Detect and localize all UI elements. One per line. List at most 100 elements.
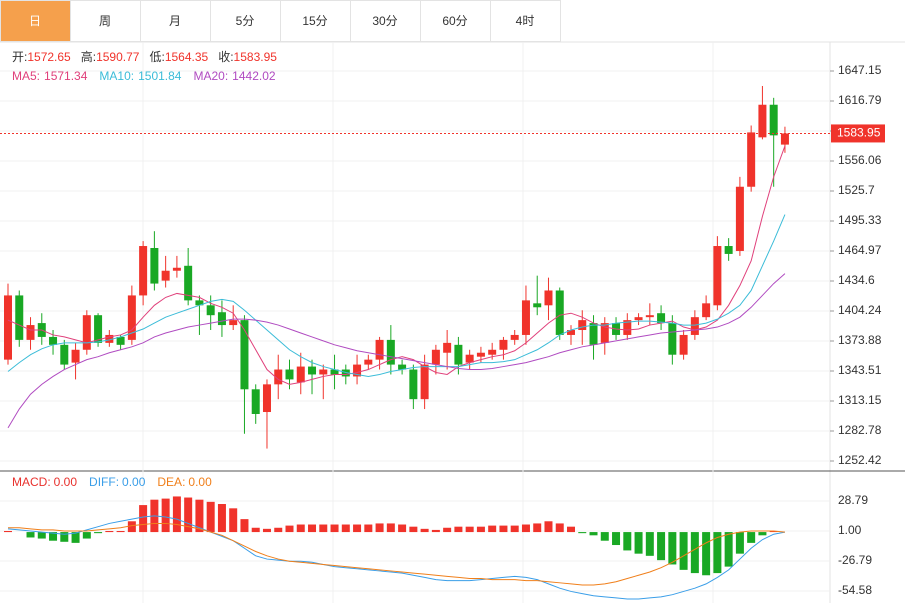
macd-bar (578, 532, 587, 534)
candle-body (353, 364, 362, 377)
candle-body (555, 290, 564, 335)
candle-body (4, 295, 12, 360)
tab[interactable] (420, 0, 491, 42)
legend-name: MA5: (12, 69, 40, 83)
macd-bar (60, 532, 69, 542)
candle-body (510, 334, 519, 340)
macd-bar (82, 532, 91, 539)
macd-bar (94, 532, 103, 534)
tab[interactable] (0, 0, 71, 42)
candle-body (364, 359, 373, 365)
macd-bar (488, 525, 497, 533)
macd-bar (431, 529, 440, 533)
macd-line (7, 515, 786, 600)
candle-body (49, 336, 58, 345)
candle-body (71, 349, 80, 363)
macd-bar (206, 501, 215, 533)
macd-bar (386, 523, 395, 533)
candle-body (724, 246, 733, 254)
candle-body (398, 364, 407, 370)
tab[interactable] (210, 0, 281, 42)
y-tick-label: 1282.78 (838, 423, 882, 437)
candle-body (105, 334, 114, 343)
candle-body (465, 354, 474, 363)
macd-bar (105, 530, 114, 533)
macd-bar (195, 499, 204, 533)
y-tick-label: 1495.33 (838, 213, 882, 227)
candle-body (386, 339, 395, 365)
macd-bar (184, 497, 193, 533)
tab-label[interactable]: 周 (99, 14, 111, 28)
ohlc-value: 1590.77 (96, 50, 140, 64)
macd-bar (341, 524, 350, 533)
ohlc-name: 高: (81, 49, 96, 64)
candle-body (262, 384, 271, 413)
tab-label[interactable]: 4时 (516, 14, 535, 28)
candle-body (476, 352, 485, 357)
candle-body (454, 344, 463, 365)
candle-body (206, 305, 215, 316)
macd-bar (409, 526, 418, 533)
candle-body (375, 339, 384, 360)
candle-body (285, 369, 294, 380)
ohlc-name: 开: (12, 50, 27, 64)
candle-body (690, 317, 699, 335)
legend-value: 0.00 (188, 475, 212, 489)
macd-bar (4, 530, 12, 533)
candle-body (769, 104, 778, 136)
candle-body (657, 313, 666, 324)
candle-body (488, 349, 497, 355)
ohlc-value: 1583.95 (234, 50, 278, 64)
candle-body (15, 295, 24, 340)
y-tick-label: 1647.15 (838, 63, 882, 77)
macd-bar (510, 525, 519, 533)
candle-body (735, 186, 744, 251)
ma-line (7, 214, 786, 377)
macd-bar (634, 532, 643, 554)
tab-label[interactable]: 日 (29, 14, 41, 28)
candle-body (229, 320, 238, 326)
legend-name: MA10: (99, 69, 134, 83)
tab-label[interactable]: 月 (169, 14, 181, 28)
tab-label[interactable]: 5分 (236, 14, 255, 28)
macd-bar (567, 526, 575, 533)
last-price-box (831, 124, 885, 143)
candle-body (668, 323, 677, 355)
macd-bar (735, 532, 744, 554)
macd-bar (172, 496, 181, 533)
candle-body (217, 312, 226, 326)
candle-body (578, 320, 587, 331)
y-tick-label: -26.79 (838, 553, 872, 567)
candle-body (420, 364, 429, 400)
tab-label[interactable]: 15分 (302, 14, 327, 28)
tab[interactable] (350, 0, 421, 42)
macd-bar (443, 527, 452, 533)
y-tick-label: 1404.24 (838, 303, 882, 317)
macd-bar (217, 504, 226, 533)
macd-line (8, 522, 785, 586)
candle-body (150, 248, 159, 284)
macd-bar (657, 532, 666, 561)
tab[interactable] (490, 0, 561, 42)
tab[interactable] (280, 0, 351, 42)
macd-bar (26, 532, 35, 538)
macd-bar (465, 526, 474, 533)
tab-label[interactable]: 30分 (372, 14, 397, 28)
legend-value: 1571.34 (44, 69, 88, 83)
macd-bar (308, 524, 317, 533)
candle-body (127, 295, 136, 340)
macd-bar (713, 532, 722, 574)
macd-bar (330, 524, 339, 533)
candle-body (499, 339, 508, 350)
tab-label[interactable]: 60分 (442, 14, 467, 28)
candle-body (172, 267, 181, 271)
macd-bar (251, 527, 260, 533)
macd-bar (296, 524, 305, 533)
last-price-label: 1583.95 (837, 126, 881, 140)
y-tick-label: 28.79 (838, 493, 868, 507)
candle-body (161, 270, 170, 281)
legend-name: DEA: (157, 475, 185, 489)
candle-body (567, 330, 575, 335)
macd-bar (398, 524, 407, 533)
